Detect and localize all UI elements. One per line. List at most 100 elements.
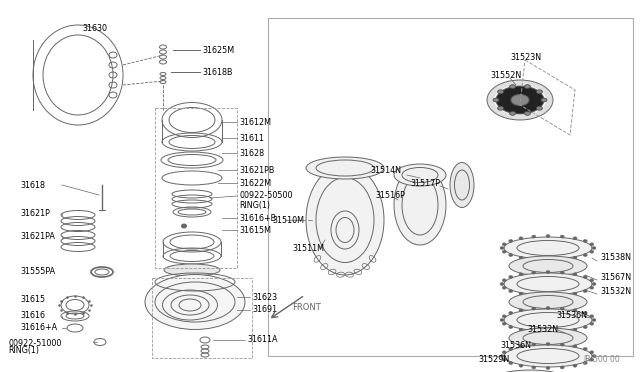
Ellipse shape xyxy=(589,243,594,246)
Ellipse shape xyxy=(546,343,550,346)
Text: RING(1): RING(1) xyxy=(239,201,270,209)
Ellipse shape xyxy=(509,292,587,312)
Ellipse shape xyxy=(573,273,577,276)
Ellipse shape xyxy=(519,328,523,331)
Ellipse shape xyxy=(532,235,536,238)
Text: 31625M: 31625M xyxy=(202,45,234,55)
Ellipse shape xyxy=(573,256,577,259)
Ellipse shape xyxy=(164,264,220,276)
Ellipse shape xyxy=(592,247,596,250)
Ellipse shape xyxy=(524,85,531,89)
Text: 31621PA: 31621PA xyxy=(20,231,55,241)
Ellipse shape xyxy=(583,254,588,257)
Ellipse shape xyxy=(589,279,594,282)
Text: 31511M: 31511M xyxy=(292,244,324,253)
Text: 31516P: 31516P xyxy=(375,190,405,199)
Text: 31628: 31628 xyxy=(239,148,264,157)
Text: 31514N: 31514N xyxy=(370,166,401,174)
Ellipse shape xyxy=(546,366,550,369)
Ellipse shape xyxy=(500,355,504,357)
Ellipse shape xyxy=(532,307,536,310)
Ellipse shape xyxy=(583,289,588,292)
Ellipse shape xyxy=(573,328,577,331)
Text: 31622M: 31622M xyxy=(239,179,271,187)
Ellipse shape xyxy=(509,328,587,348)
Text: 31618B: 31618B xyxy=(202,67,232,77)
Text: 31623: 31623 xyxy=(252,292,277,301)
Text: 31532N: 31532N xyxy=(600,288,631,296)
Ellipse shape xyxy=(504,309,592,331)
Text: 00922-51000: 00922-51000 xyxy=(8,339,61,347)
Ellipse shape xyxy=(519,273,523,276)
Ellipse shape xyxy=(583,311,588,314)
Ellipse shape xyxy=(546,330,550,334)
Ellipse shape xyxy=(592,282,596,285)
Ellipse shape xyxy=(306,157,384,179)
Text: 31616+A: 31616+A xyxy=(20,324,57,333)
Ellipse shape xyxy=(487,80,553,120)
Ellipse shape xyxy=(532,294,536,297)
Text: 31538N: 31538N xyxy=(600,253,631,263)
Text: 31536N: 31536N xyxy=(556,311,587,320)
Ellipse shape xyxy=(497,90,504,94)
Ellipse shape xyxy=(306,165,384,275)
Ellipse shape xyxy=(532,366,536,369)
Ellipse shape xyxy=(560,330,564,333)
Ellipse shape xyxy=(502,315,506,318)
Ellipse shape xyxy=(573,237,577,240)
Ellipse shape xyxy=(502,286,506,289)
Text: 31612M: 31612M xyxy=(239,118,271,126)
Text: 31615: 31615 xyxy=(20,295,45,305)
Ellipse shape xyxy=(509,240,513,243)
Text: 31555PA: 31555PA xyxy=(20,267,55,276)
Text: 31529N: 31529N xyxy=(478,356,509,365)
Ellipse shape xyxy=(546,307,550,310)
Text: 31615M: 31615M xyxy=(239,225,271,234)
Ellipse shape xyxy=(589,358,594,361)
Ellipse shape xyxy=(509,347,513,350)
Bar xyxy=(155,108,237,268)
Ellipse shape xyxy=(541,98,547,102)
Ellipse shape xyxy=(509,326,513,328)
Ellipse shape xyxy=(536,90,543,94)
Ellipse shape xyxy=(502,250,506,253)
Ellipse shape xyxy=(589,351,594,354)
Ellipse shape xyxy=(546,234,550,237)
Ellipse shape xyxy=(500,282,504,285)
Ellipse shape xyxy=(519,364,523,367)
Text: 31618: 31618 xyxy=(20,180,45,189)
Ellipse shape xyxy=(182,224,186,228)
Ellipse shape xyxy=(532,343,536,346)
Text: 31552N: 31552N xyxy=(490,71,521,80)
Ellipse shape xyxy=(509,289,513,292)
Ellipse shape xyxy=(573,364,577,367)
Ellipse shape xyxy=(583,240,588,243)
Text: JR 500 00: JR 500 00 xyxy=(583,356,620,365)
Ellipse shape xyxy=(145,275,245,330)
Ellipse shape xyxy=(509,311,513,314)
Ellipse shape xyxy=(589,315,594,318)
Ellipse shape xyxy=(502,243,506,246)
Bar xyxy=(152,278,252,358)
Ellipse shape xyxy=(532,271,536,274)
Ellipse shape xyxy=(504,237,592,259)
Ellipse shape xyxy=(583,362,588,365)
Ellipse shape xyxy=(560,235,564,238)
Ellipse shape xyxy=(546,259,550,262)
Ellipse shape xyxy=(583,275,588,279)
Ellipse shape xyxy=(519,237,523,240)
Ellipse shape xyxy=(500,318,504,321)
Ellipse shape xyxy=(502,279,506,282)
Text: 31510M: 31510M xyxy=(272,215,304,224)
Text: 31523N: 31523N xyxy=(510,52,541,61)
Ellipse shape xyxy=(486,370,574,372)
Ellipse shape xyxy=(573,309,577,312)
Ellipse shape xyxy=(509,362,513,365)
Ellipse shape xyxy=(546,270,550,273)
Text: 31630: 31630 xyxy=(82,23,107,32)
Ellipse shape xyxy=(509,111,516,115)
Ellipse shape xyxy=(532,330,536,333)
Ellipse shape xyxy=(500,247,504,250)
Text: 31691: 31691 xyxy=(252,305,277,314)
Text: 31621P: 31621P xyxy=(20,208,50,218)
